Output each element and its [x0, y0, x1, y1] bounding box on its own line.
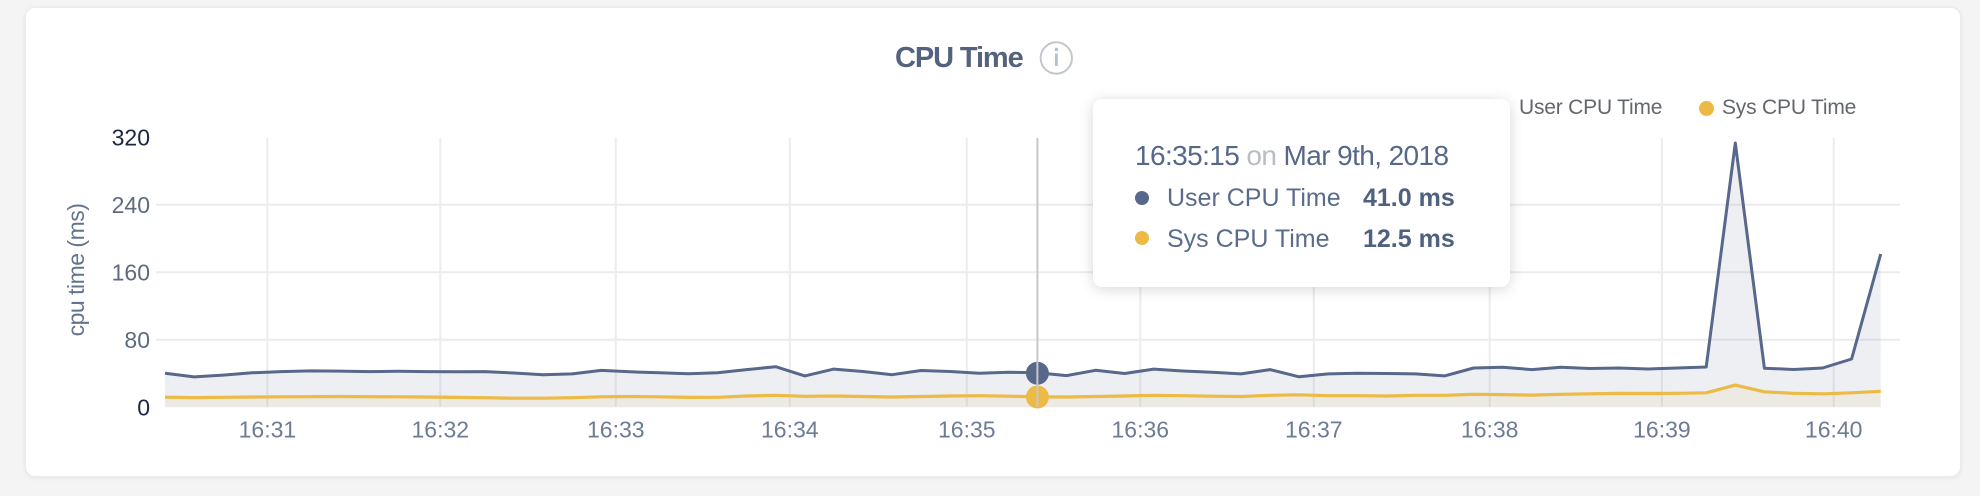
svg-text:16:34: 16:34 [761, 417, 819, 443]
svg-text:240: 240 [112, 192, 150, 218]
svg-text:160: 160 [112, 259, 150, 285]
svg-text:16:40: 16:40 [1805, 417, 1863, 443]
svg-text:320: 320 [112, 124, 150, 150]
svg-text:0: 0 [137, 394, 150, 420]
svg-text:cpu time (ms): cpu time (ms) [63, 204, 89, 337]
svg-text:16:33: 16:33 [587, 417, 645, 443]
svg-text:16:39: 16:39 [1633, 417, 1691, 443]
svg-text:80: 80 [124, 327, 150, 353]
svg-text:16:31: 16:31 [239, 417, 297, 443]
svg-text:16:38: 16:38 [1461, 417, 1519, 443]
svg-text:16:37: 16:37 [1285, 417, 1343, 443]
svg-text:16:32: 16:32 [412, 417, 470, 443]
svg-text:16:36: 16:36 [1112, 417, 1170, 443]
svg-text:16:35: 16:35 [938, 417, 996, 443]
